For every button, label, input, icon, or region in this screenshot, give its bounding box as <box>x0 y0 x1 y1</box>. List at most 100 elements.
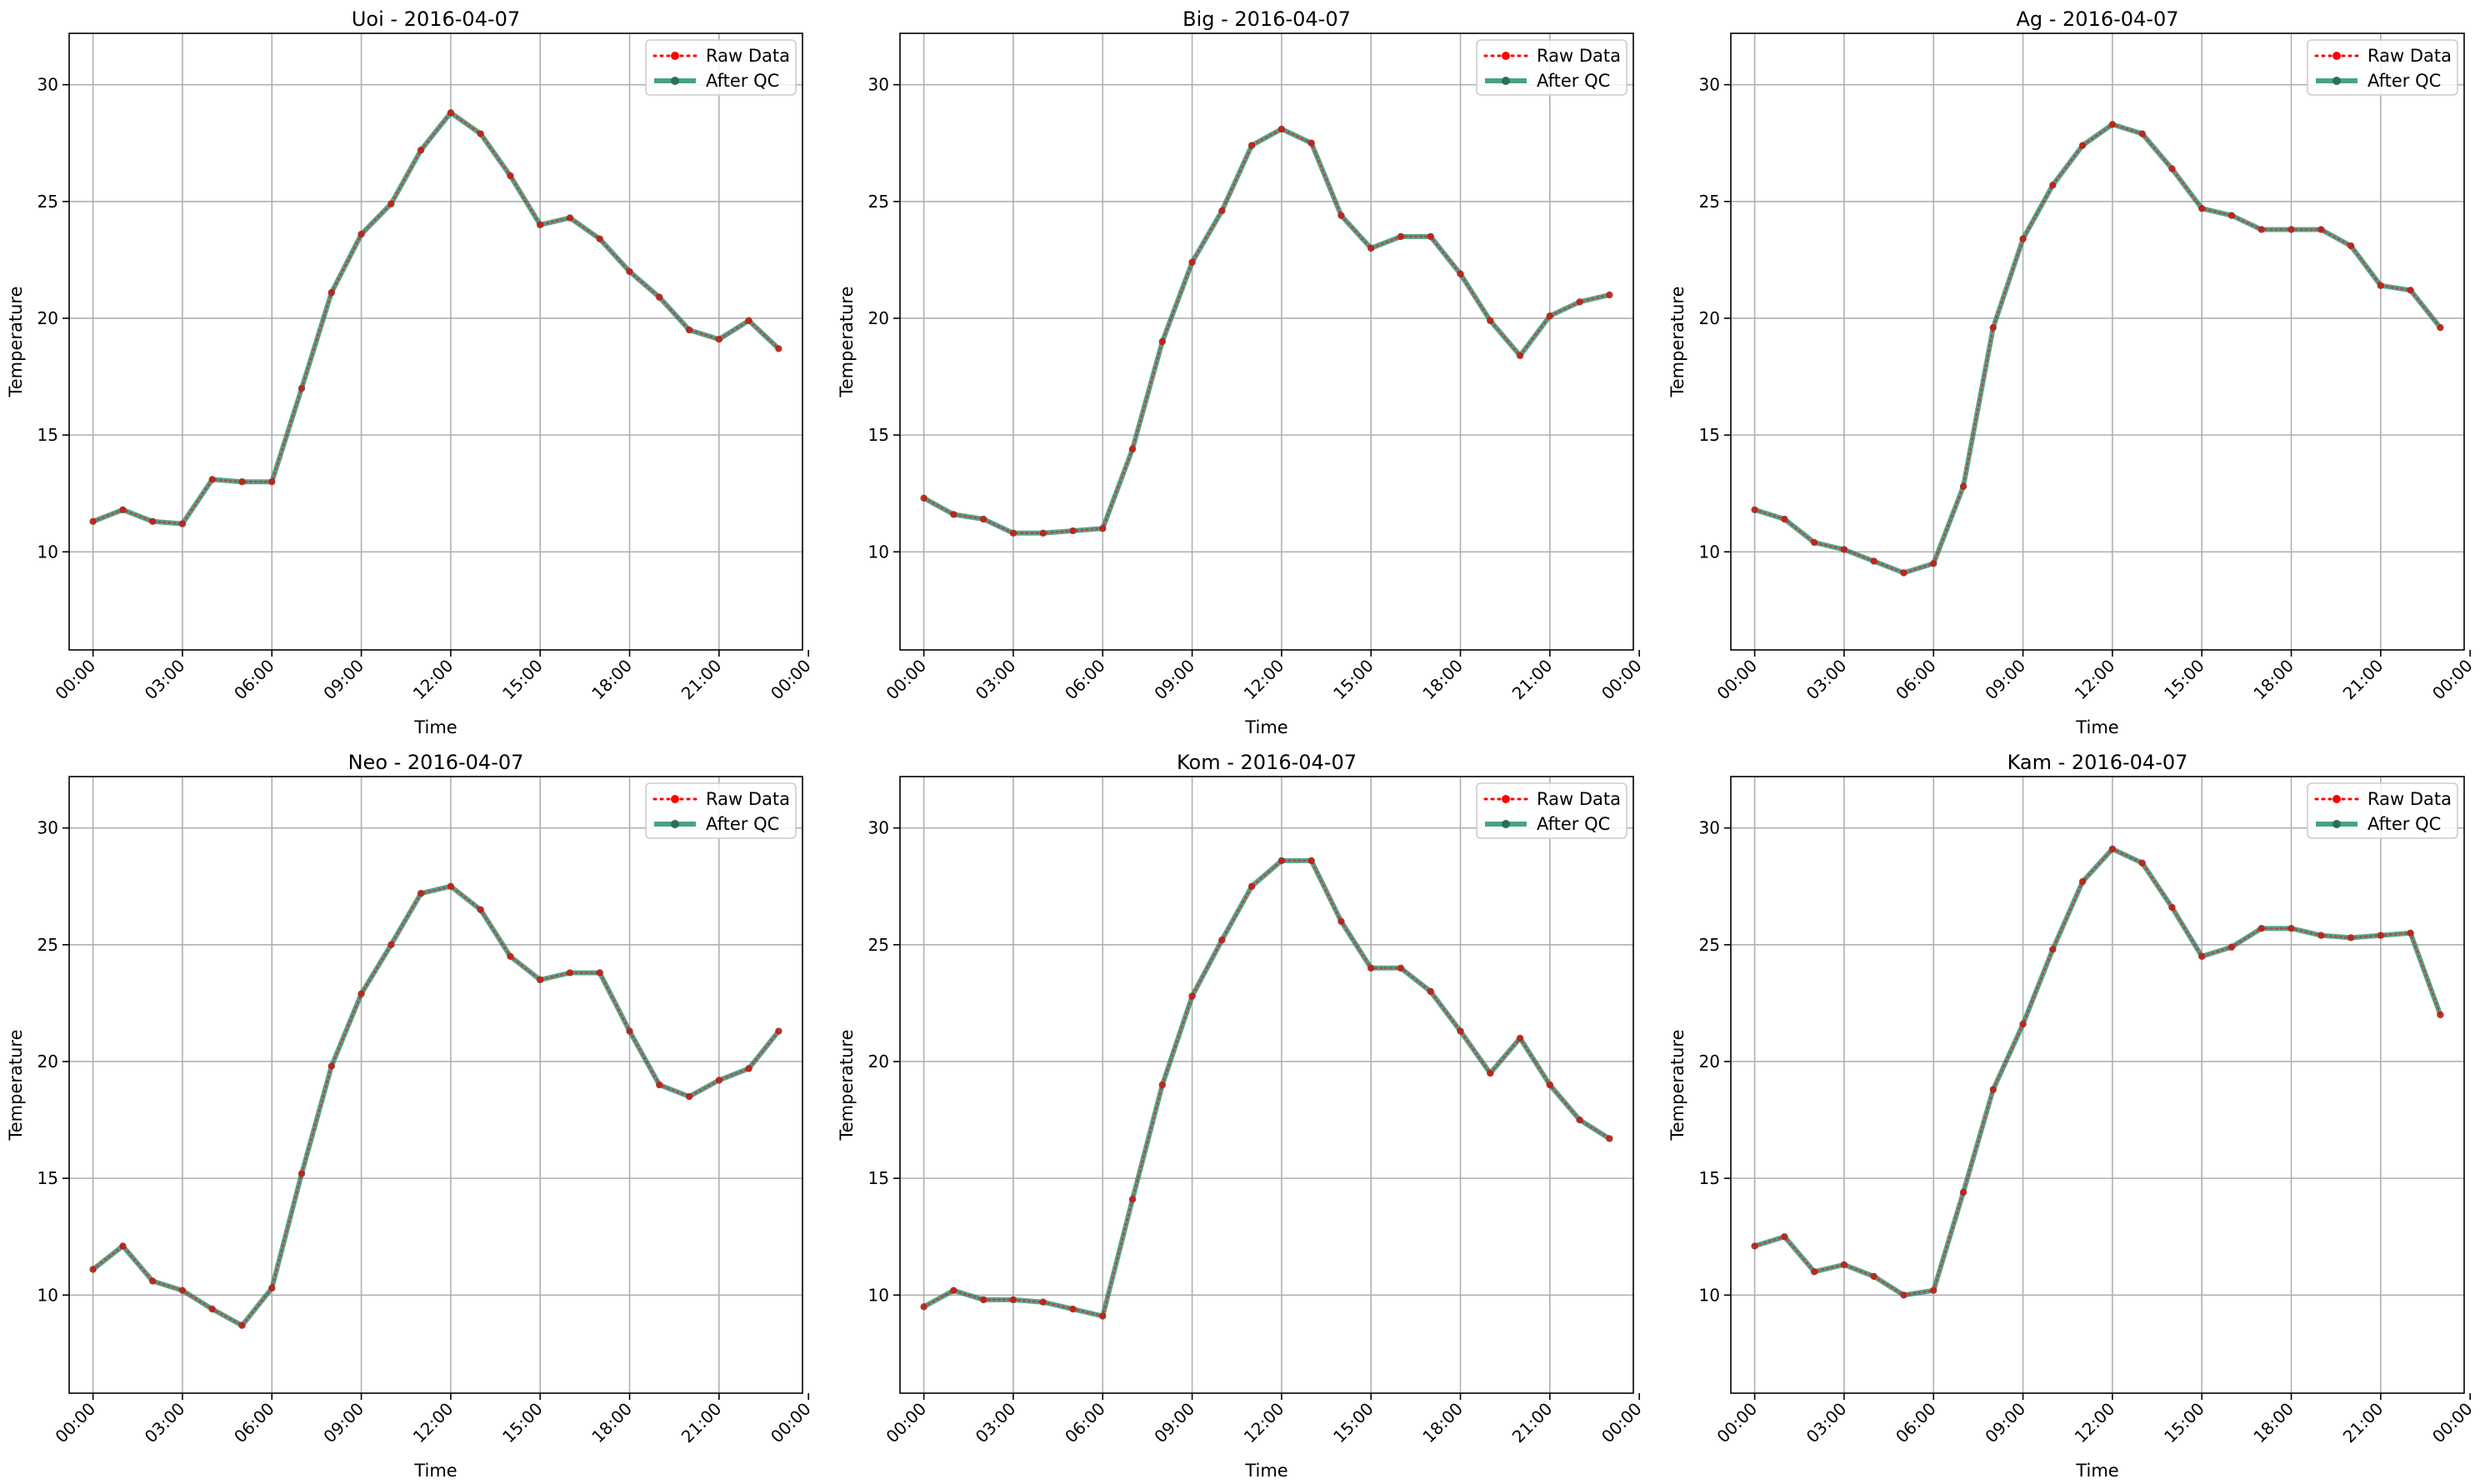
raw-data-point <box>2049 946 2057 953</box>
raw-data-point <box>268 478 276 486</box>
series-raw-data <box>920 857 1613 1320</box>
after-qc-line <box>922 126 1611 536</box>
legend-raw-marker <box>671 795 679 803</box>
raw-data-point <box>1960 1188 1968 1196</box>
raw-data-point <box>1930 1287 1938 1294</box>
raw-data-point <box>1870 557 1878 565</box>
raw-data-line <box>92 885 780 1327</box>
x-tick-label: 12:00 <box>1240 656 1288 704</box>
legend: Raw Data After QC <box>2307 782 2458 839</box>
x-tick-label: 00:00 <box>2428 1399 2477 1447</box>
y-tick-label: 20 <box>868 308 889 328</box>
x-tick-label: 18:00 <box>588 656 636 704</box>
legend: Raw Data After QC <box>645 782 797 839</box>
raw-data-point <box>1487 1069 1494 1077</box>
raw-data-point <box>1751 506 1758 513</box>
y-tick-label: 10 <box>38 542 58 562</box>
series-raw-data <box>89 882 782 1329</box>
grid <box>900 777 1633 1393</box>
y-tick-label: 20 <box>1699 308 1720 328</box>
raw-data-point <box>2168 165 2176 172</box>
y-tick-label: 15 <box>38 1168 58 1188</box>
raw-data-line <box>922 127 1611 535</box>
raw-data-point <box>1900 1292 1908 1299</box>
y-axis-label: Temperature <box>837 1029 857 1141</box>
legend-raw-label: Raw Data <box>706 46 790 66</box>
raw-data-point <box>1278 125 1285 132</box>
y-tick-label: 10 <box>868 1285 889 1305</box>
x-tick-label: 03:00 <box>972 1399 1020 1447</box>
raw-data-point <box>686 326 693 333</box>
raw-data-point <box>2318 932 2325 939</box>
raw-data-point <box>1158 338 1166 345</box>
raw-data-point <box>1427 987 1434 995</box>
x-tick-label: 03:00 <box>141 656 189 704</box>
raw-data-point <box>1009 1296 1017 1303</box>
raw-data-line <box>922 859 1611 1317</box>
x-tick-label: 15:00 <box>1329 1399 1378 1447</box>
raw-data-point <box>1278 857 1285 864</box>
raw-data-point <box>2168 903 2176 911</box>
raw-data-point <box>1039 529 1047 537</box>
raw-data-point <box>2138 859 2146 867</box>
x-tick-label: 12:00 <box>2071 1399 2119 1447</box>
y-tick-label: 10 <box>1699 1285 1720 1305</box>
grid <box>900 33 1633 650</box>
raw-data-point <box>950 511 958 518</box>
legend: Raw Data After QC <box>1476 782 1628 839</box>
series-after-qc <box>920 125 1613 537</box>
raw-data-point <box>537 221 544 228</box>
legend-qc-label: After QC <box>1537 814 1610 834</box>
x-tick-label: 12:00 <box>409 656 458 704</box>
raw-data-point <box>2019 235 2027 242</box>
raw-data-point <box>1218 207 1226 215</box>
raw-data-point <box>447 109 454 117</box>
y-tick-label: 20 <box>38 308 58 328</box>
legend-qc-marker <box>2332 820 2341 828</box>
x-tick-label: 00:00 <box>1712 1399 1761 1447</box>
raw-data-point <box>2437 1011 2444 1018</box>
raw-data-point <box>238 478 246 486</box>
raw-data-point <box>89 1266 97 1273</box>
raw-data-point <box>447 882 454 890</box>
raw-data-point <box>507 952 514 960</box>
x-tick-label: 06:00 <box>1061 1399 1109 1447</box>
y-tick-label: 20 <box>1699 1052 1720 1072</box>
x-tick-label: 18:00 <box>588 1399 636 1447</box>
raw-data-point <box>1218 937 1226 944</box>
raw-data-point <box>1188 258 1196 266</box>
legend-raw-label: Raw Data <box>2368 789 2452 809</box>
raw-data-point <box>1397 964 1404 972</box>
raw-data-point <box>477 906 484 913</box>
after-qc-line <box>91 883 781 1328</box>
raw-data-point <box>1546 1082 1553 1088</box>
x-tick-label: 03:00 <box>141 1399 189 1447</box>
raw-data-point <box>626 1027 633 1035</box>
raw-data-point <box>2079 878 2087 886</box>
raw-data-point <box>1811 1268 1818 1276</box>
series-after-qc <box>1751 121 2444 577</box>
y-tick-label: 30 <box>1699 75 1720 95</box>
legend-raw-marker <box>2332 795 2341 803</box>
raw-data-point <box>596 969 603 977</box>
raw-data-point <box>2407 287 2414 294</box>
raw-data-point <box>2258 925 2265 932</box>
x-tick-label: 00:00 <box>2428 656 2477 704</box>
x-tick-label: 15:00 <box>2160 1399 2208 1447</box>
raw-data-point <box>268 1284 276 1292</box>
y-axis-label: Temperature <box>6 1029 26 1141</box>
y-tick-label: 30 <box>868 818 889 838</box>
series-raw-data <box>1751 845 2444 1299</box>
raw-data-point <box>1546 312 1553 320</box>
after-qc-line <box>1753 846 2443 1298</box>
raw-data-point <box>119 1242 127 1250</box>
y-tick-label: 20 <box>868 1052 889 1072</box>
x-tick-label: 09:00 <box>319 656 368 704</box>
legend: Raw Data After QC <box>2307 39 2458 96</box>
raw-data-point <box>1457 270 1464 277</box>
raw-data-point <box>2318 226 2325 233</box>
raw-data-point <box>2407 929 2414 937</box>
raw-data-point <box>2019 1021 2027 1028</box>
x-tick-label: 00:00 <box>882 656 930 704</box>
